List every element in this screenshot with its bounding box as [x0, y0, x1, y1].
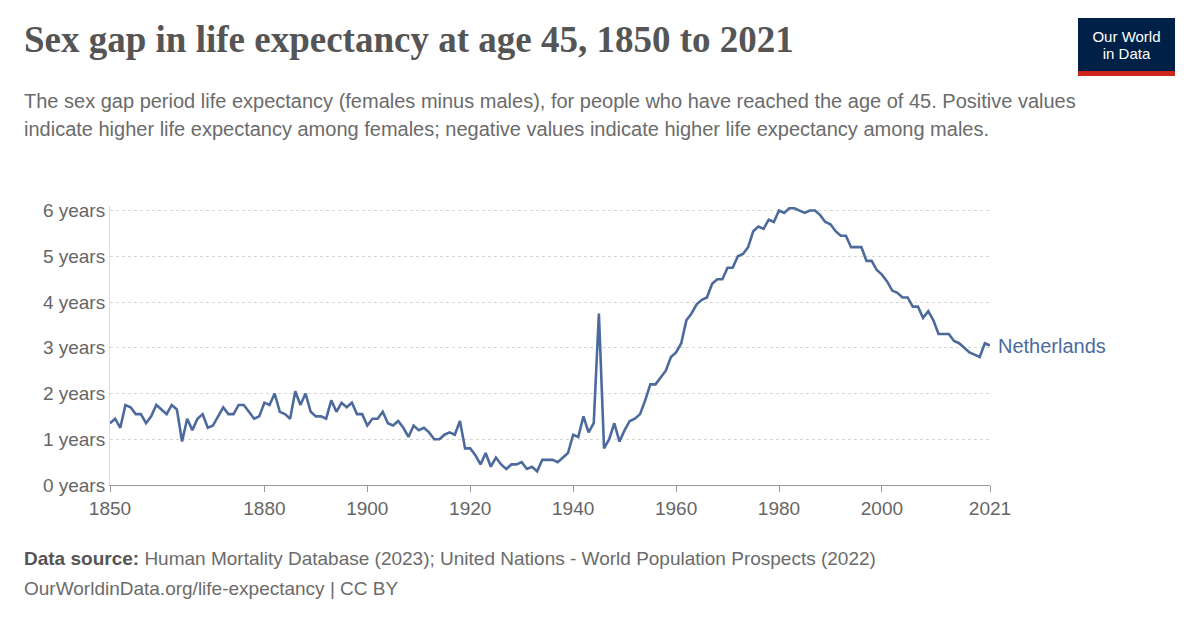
svg-text:2021: 2021: [969, 498, 1011, 519]
svg-text:0 years: 0 years: [43, 475, 105, 496]
svg-text:1850: 1850: [89, 498, 131, 519]
svg-text:1920: 1920: [449, 498, 491, 519]
html-text:Data source: Human Mortality D: Data source: Human Mortality Database (2…: [24, 548, 876, 569]
svg-text:2 years: 2 years: [43, 383, 105, 404]
svg-text:5 years: 5 years: [43, 246, 105, 267]
svg-text:1940: 1940: [552, 498, 594, 519]
html-text:Sex gap in life expectancy at: Sex gap in life expectancy at age 45, 18…: [24, 19, 794, 60]
svg-text:Netherlands: Netherlands: [998, 335, 1106, 357]
html-text:in Data: in Data: [1102, 45, 1151, 62]
svg-text:2000: 2000: [861, 498, 903, 519]
svg-text:1 years: 1 years: [43, 429, 105, 450]
svg-text:4 years: 4 years: [43, 292, 105, 313]
svg-text:1960: 1960: [655, 498, 697, 519]
html-text:Our World: Our World: [1092, 28, 1161, 45]
svg-text:6 years: 6 years: [43, 200, 105, 221]
svg-text:3 years: 3 years: [43, 337, 105, 358]
svg-text:1980: 1980: [758, 498, 800, 519]
svg-text:1880: 1880: [243, 498, 285, 519]
html-text:The sex gap period life expect: The sex gap period life expectancy (fema…: [24, 90, 1076, 140]
svg-text:1900: 1900: [346, 498, 388, 519]
html-text:OurWorldinData.org/life-expect: OurWorldinData.org/life-expectancy | CC …: [24, 578, 399, 599]
